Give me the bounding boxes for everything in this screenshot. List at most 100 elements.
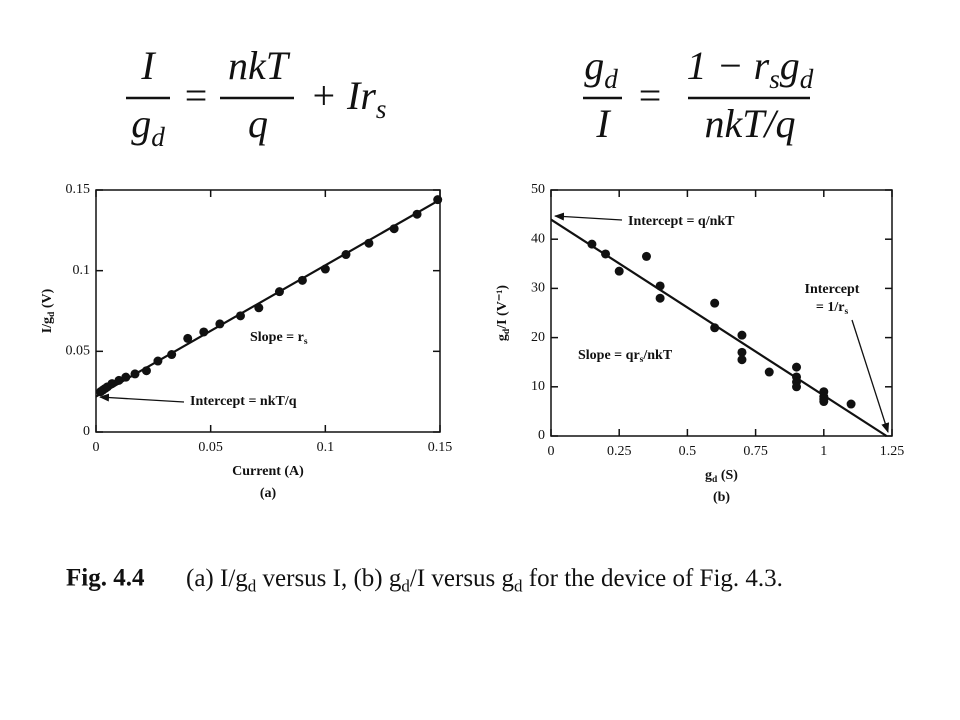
equation-denominator: I (595, 101, 611, 146)
x-tick-label: 1.25 (880, 444, 905, 459)
equation-numerator-part: d (604, 64, 618, 94)
data-point (130, 369, 140, 379)
x-tick-label: 0 (93, 440, 100, 455)
data-point (737, 330, 747, 340)
y-axis-label: gd/I (V⁻¹) (495, 285, 512, 341)
data-point (433, 195, 443, 205)
equation-numerator-part: d (800, 64, 814, 94)
annotation-arrow (851, 319, 890, 433)
plot-frame (550, 189, 893, 437)
data-point (587, 239, 597, 249)
y-tick-label: 0.1 (73, 263, 91, 278)
y-axis-label-part: (V) (40, 288, 55, 311)
equation-term-part: s (376, 94, 387, 124)
annotation-part: s (640, 355, 644, 365)
caption-text-part: versus I, (b) g (256, 565, 402, 592)
annotation-part: Slope = qr (578, 348, 640, 363)
y-axis-label-part: d (47, 311, 57, 317)
equation-denominator-part: q (248, 101, 268, 146)
equals-sign: = (639, 73, 662, 118)
x-tick-label: 0.05 (198, 440, 223, 455)
x-tick-label: 1 (820, 444, 827, 459)
annotation: = 1/rs (816, 300, 849, 317)
data-point (320, 264, 330, 274)
panel-label: (b) (713, 490, 730, 505)
y-axis-label-part: g (495, 334, 510, 341)
equation-numerator-part: I (140, 43, 156, 88)
data-point (141, 366, 151, 376)
data-point (215, 319, 225, 329)
equation-numerator-part: s (769, 64, 780, 94)
y-axis-label-group: I/gd (V) (40, 288, 57, 333)
data-point (641, 251, 651, 261)
x-tick-label: 0 (548, 444, 555, 459)
caption-text-part: d (401, 576, 410, 595)
data-point (792, 362, 802, 372)
annotation-part: s (304, 337, 308, 347)
equation-denominator: nkT/q (704, 101, 795, 146)
data-point (167, 350, 177, 360)
data-point (114, 375, 124, 385)
equation-numerator-part: nkT (228, 43, 291, 88)
y-axis-label-part: d (502, 328, 512, 334)
equation-numerator-part: g (780, 43, 800, 88)
caption-text-part: for the device of Fig. 4.3. (523, 565, 783, 592)
annotation-part: Intercept = q/nkT (628, 214, 735, 229)
annotation: Intercept = nkT/q (190, 394, 297, 409)
equation-numerator: nkT (228, 43, 291, 88)
data-point (199, 327, 209, 337)
y-tick-label: 0 (83, 424, 90, 439)
x-tick-label: 0.15 (428, 440, 453, 455)
data-point (412, 209, 422, 219)
annotation-part: /nkT (642, 348, 672, 363)
data-point (254, 303, 264, 313)
data-point (274, 287, 284, 297)
y-axis-label: I/gd (V) (40, 288, 57, 333)
caption-text-part: d (248, 576, 257, 595)
data-point (614, 266, 624, 276)
x-axis-label-part: Current (A) (232, 464, 304, 479)
caption-text-part: (a) I/g (186, 565, 248, 592)
annotation: Slope = qrs/nkT (578, 348, 673, 365)
caption-label: Fig. 4.4 (66, 565, 145, 592)
y-axis-label-part: I/g (40, 317, 55, 333)
y-tick-label: 20 (531, 330, 545, 345)
annotation-part: Intercept (805, 282, 860, 297)
annotation-part: s (844, 307, 848, 317)
equation-denominator-part: I (595, 101, 611, 146)
x-tick-label: 0.25 (607, 444, 632, 459)
equation-numerator: gd (584, 43, 618, 94)
caption-text-part: d (514, 576, 523, 595)
annotation-arrow (554, 212, 623, 221)
x-axis-label-part: g (705, 468, 712, 483)
data-point (364, 238, 374, 248)
y-axis-label-group: gd/I (V⁻¹) (495, 285, 512, 341)
fit-line (95, 198, 441, 398)
y-tick-label: 50 (531, 182, 545, 197)
caption-text: (a) I/gd versus I, (b) gd/I versus gd fo… (186, 565, 783, 596)
x-axis-label-part: (S) (717, 468, 738, 483)
equation-numerator: 1 − rsgd (687, 43, 814, 94)
x-tick-label: 0.1 (317, 440, 335, 455)
data-point (819, 397, 829, 407)
data-point (121, 372, 131, 382)
y-tick-label: 10 (531, 379, 545, 394)
y-tick-label: 0.05 (66, 344, 91, 359)
data-point (183, 333, 193, 343)
equation-denominator: q (248, 101, 268, 146)
annotation-part: Intercept = nkT/q (190, 394, 297, 409)
data-point (710, 298, 720, 308)
data-point (341, 250, 351, 260)
annotation: Intercept (805, 282, 860, 297)
annotation-part: Slope = r (250, 330, 304, 345)
annotation-arrow (99, 393, 185, 403)
plot-frame (95, 189, 441, 433)
data-point (297, 275, 307, 285)
y-tick-label: 40 (531, 231, 545, 246)
data-point (737, 347, 747, 357)
equation-term: + Irs (310, 73, 386, 124)
y-tick-label: 0.15 (66, 182, 91, 197)
data-point (235, 311, 245, 321)
equation-denominator-part: g (131, 101, 151, 146)
data-point (601, 249, 611, 259)
